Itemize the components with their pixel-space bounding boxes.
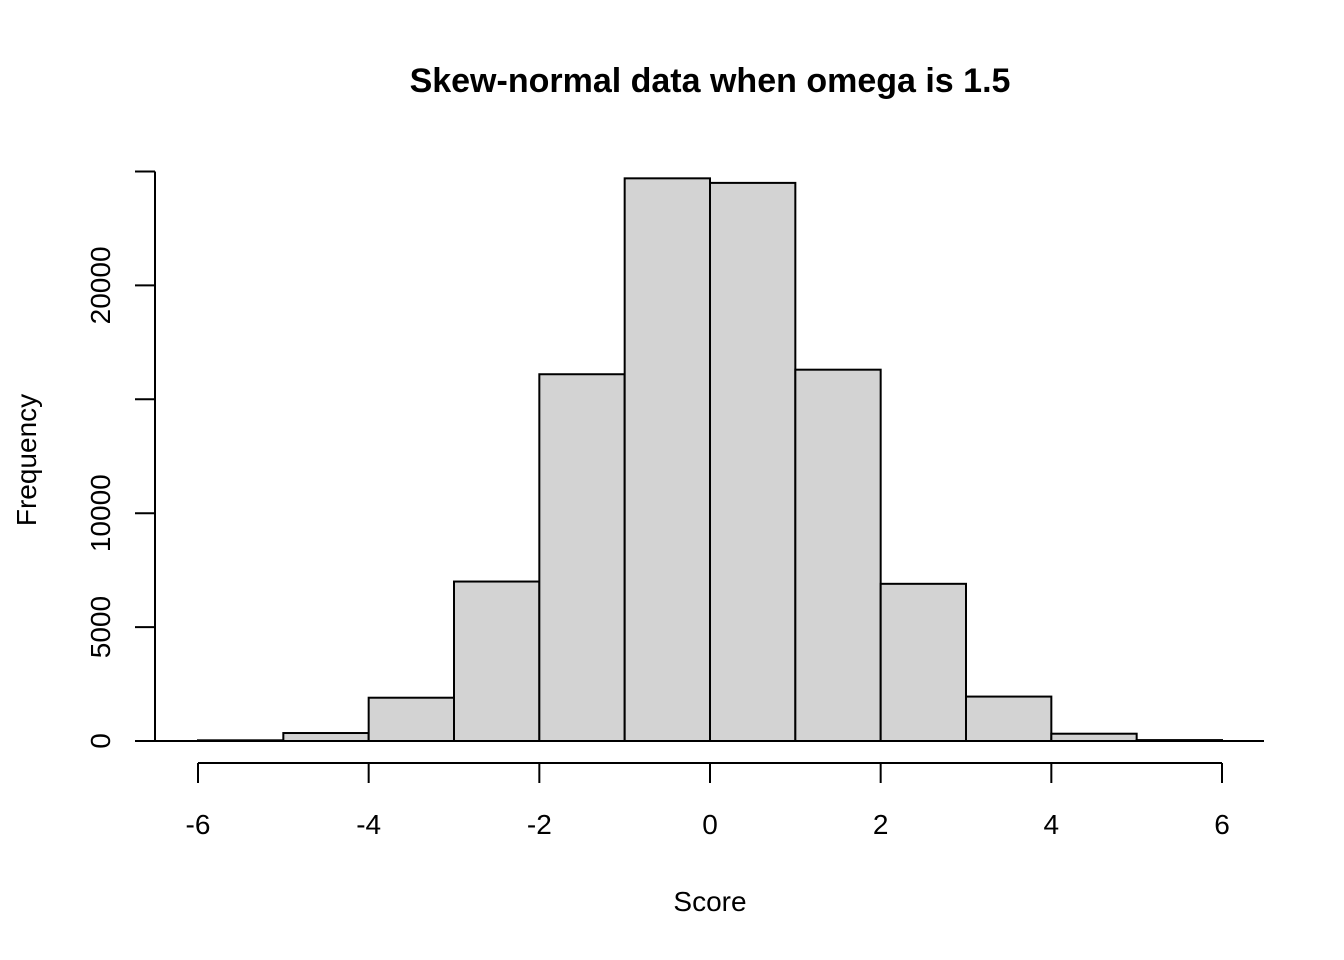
y-tick-label: 20000 xyxy=(85,246,116,324)
x-axis-label: Score xyxy=(673,886,746,917)
histogram-bar xyxy=(367,696,456,743)
y-axis-label: Frequency xyxy=(11,394,42,526)
histogram-bar xyxy=(282,732,370,742)
x-tick-label: -4 xyxy=(356,809,381,840)
y-axis: 0 5000 10000 20000 xyxy=(85,170,156,749)
x-tick-label: 6 xyxy=(1214,809,1230,840)
histogram-bar xyxy=(709,181,797,742)
histogram-bar xyxy=(794,368,882,742)
x-tick-label: 4 xyxy=(1044,809,1060,840)
y-tick-label: 0 xyxy=(85,733,116,749)
x-tick-label: 2 xyxy=(873,809,889,840)
y-tick-label: 10000 xyxy=(85,474,116,552)
chart-title: Skew-normal data when omega is 1.5 xyxy=(410,62,1011,100)
histogram-bar xyxy=(879,582,967,742)
x-tick-label: 0 xyxy=(702,809,718,840)
bars-group xyxy=(197,177,1223,743)
histogram-bar xyxy=(538,373,626,742)
x-axis: -6 -4 -2 0 2 4 6 xyxy=(186,762,1230,840)
x-tick-label: -6 xyxy=(186,809,211,840)
histogram-bar xyxy=(623,177,711,743)
y-tick-label: 5000 xyxy=(85,596,116,658)
histogram-bar xyxy=(1050,732,1138,742)
histogram-bar xyxy=(964,695,1053,742)
histogram-bar xyxy=(453,580,541,742)
x-tick-label: -2 xyxy=(527,809,552,840)
